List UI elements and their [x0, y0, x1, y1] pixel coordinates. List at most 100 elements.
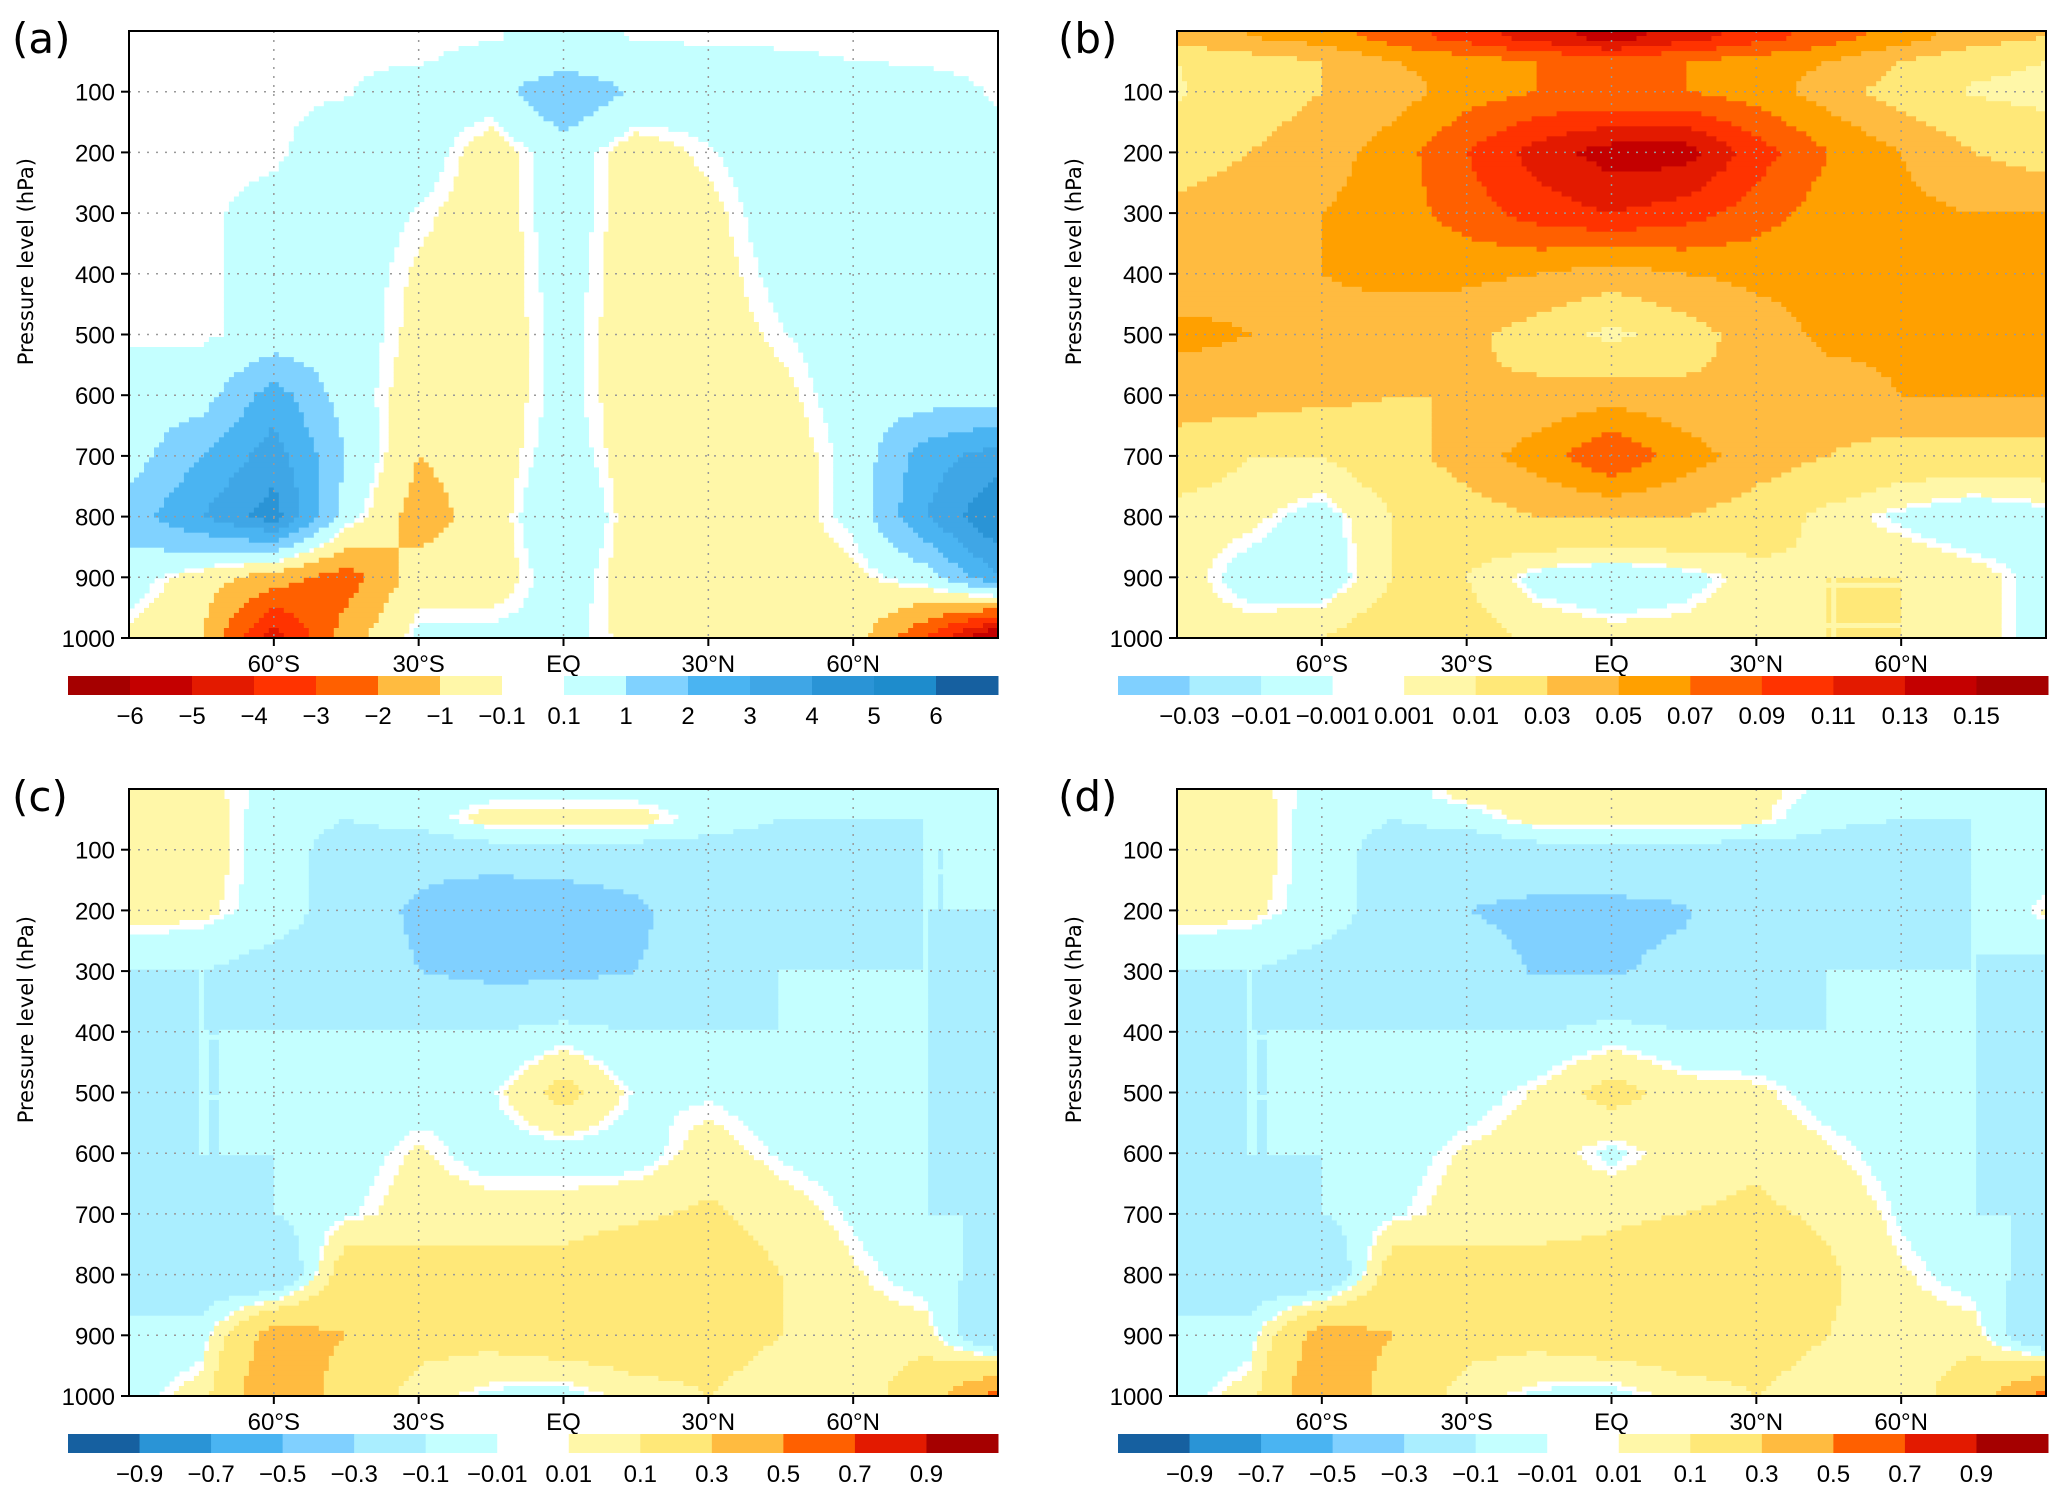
contour-cell	[343, 457, 380, 463]
contour-cell	[303, 577, 365, 584]
contour-cell	[338, 612, 380, 619]
contour-cell	[1177, 246, 1323, 253]
contour-cell	[1446, 467, 1528, 473]
contour-cell	[1831, 577, 1837, 584]
contour-cell	[1656, 301, 1782, 308]
contour-cell	[743, 1225, 834, 1231]
contour-cell	[1846, 1135, 1977, 1141]
contour-cell	[2011, 1215, 2047, 1221]
contour-cell	[1976, 1014, 2047, 1021]
contour-cell	[1806, 131, 1867, 137]
contour-cell	[149, 457, 200, 463]
contour-cell	[129, 1064, 200, 1071]
contour-cell	[303, 623, 340, 629]
contour-cell	[1606, 1160, 1618, 1166]
contour-cell	[1971, 914, 2037, 920]
contour-cell	[208, 612, 235, 619]
contour-cell	[1291, 814, 1493, 820]
contour-cell	[1246, 1110, 1258, 1116]
contour-cell	[1471, 1140, 1598, 1146]
contour-cell	[1256, 1145, 1268, 1151]
contour-cell	[1351, 919, 1488, 925]
contour-cell	[1516, 216, 1707, 223]
contour-cell	[1666, 1024, 1827, 1031]
contour-cell	[528, 482, 599, 489]
contour-cell	[238, 884, 310, 890]
contour-cell	[233, 372, 320, 378]
contour-cell	[938, 879, 944, 885]
contour-cell	[1251, 999, 1827, 1006]
contour-cell	[353, 522, 400, 529]
contour-cell	[983, 623, 999, 629]
contour-cell	[1177, 86, 1188, 92]
contour-cell	[1401, 111, 1463, 117]
contour-cell	[1661, 166, 1727, 172]
contour-cell	[1976, 1110, 2047, 1116]
contour-cell	[413, 256, 525, 263]
contour-cell	[333, 1350, 480, 1357]
contour-cell	[928, 582, 969, 589]
contour-cell	[688, 1135, 734, 1141]
contour-cell	[1177, 71, 1183, 77]
contour-cell	[233, 612, 265, 619]
contour-cell	[1686, 1210, 1792, 1216]
contour-cell	[1266, 1350, 1303, 1357]
contour-cell	[903, 477, 944, 484]
contour-cell	[543, 402, 585, 408]
contour-cell	[1626, 1140, 1827, 1146]
contour-cell	[948, 1391, 989, 1397]
y-tick-label: 200	[75, 898, 115, 925]
contour-cell	[678, 1150, 749, 1156]
contour-cell	[1636, 1085, 1767, 1091]
contour-cell	[1266, 1150, 1438, 1156]
contour-cell	[353, 592, 390, 599]
contour-cell	[1391, 552, 1513, 559]
contour-cell	[248, 457, 290, 463]
contour-cell	[1831, 587, 1837, 594]
contour-cell	[823, 407, 934, 413]
y-tick-label: 200	[1123, 140, 1163, 167]
contour-cell	[1801, 1100, 1977, 1106]
contour-cell	[298, 1300, 784, 1307]
contour-cell	[208, 1345, 225, 1352]
contour-cell	[208, 447, 255, 453]
contour-cell	[1217, 929, 1338, 936]
contour-cell	[1506, 46, 1603, 52]
contour-cell	[1281, 909, 1358, 915]
colorbar-gap	[1332, 676, 1405, 695]
contour-cell	[613, 96, 989, 102]
contour-cell	[1921, 532, 2047, 539]
contour-cell	[783, 1305, 914, 1312]
contour-cell	[903, 487, 939, 494]
contour-cell	[2011, 1275, 2047, 1282]
contour-cell	[2026, 166, 2047, 172]
contour-cell	[1491, 196, 1573, 203]
contour-cell	[543, 357, 585, 363]
contour-cell	[1177, 949, 1298, 956]
contour-cell	[808, 362, 999, 368]
contour-cell	[1266, 1355, 1303, 1362]
contour-cell	[2006, 1300, 2047, 1307]
contour-cell	[728, 1210, 824, 1216]
contour-cell	[129, 522, 170, 529]
contour-cell	[1341, 1280, 1358, 1287]
contour-cell	[1461, 111, 1558, 117]
contour-cell	[1246, 1074, 1258, 1081]
contour-cell	[1976, 1085, 2047, 1091]
contour-cell	[963, 1275, 999, 1282]
contour-cell	[1276, 959, 1523, 966]
contour-cell	[783, 1330, 934, 1337]
contour-cell	[1177, 914, 1258, 920]
contour-cell	[603, 437, 814, 443]
contour-cell	[1471, 156, 1523, 162]
contour-cell	[1891, 1200, 1977, 1206]
contour-cell	[1177, 1085, 1248, 1091]
contour-cell	[1801, 322, 2047, 328]
contour-cell	[213, 397, 255, 403]
contour-cell	[1311, 944, 1513, 951]
contour-cell	[129, 954, 240, 961]
contour-cell	[1491, 347, 1717, 353]
contour-cell	[363, 517, 400, 524]
contour-cell	[928, 1180, 999, 1186]
contour-cell	[908, 467, 949, 473]
